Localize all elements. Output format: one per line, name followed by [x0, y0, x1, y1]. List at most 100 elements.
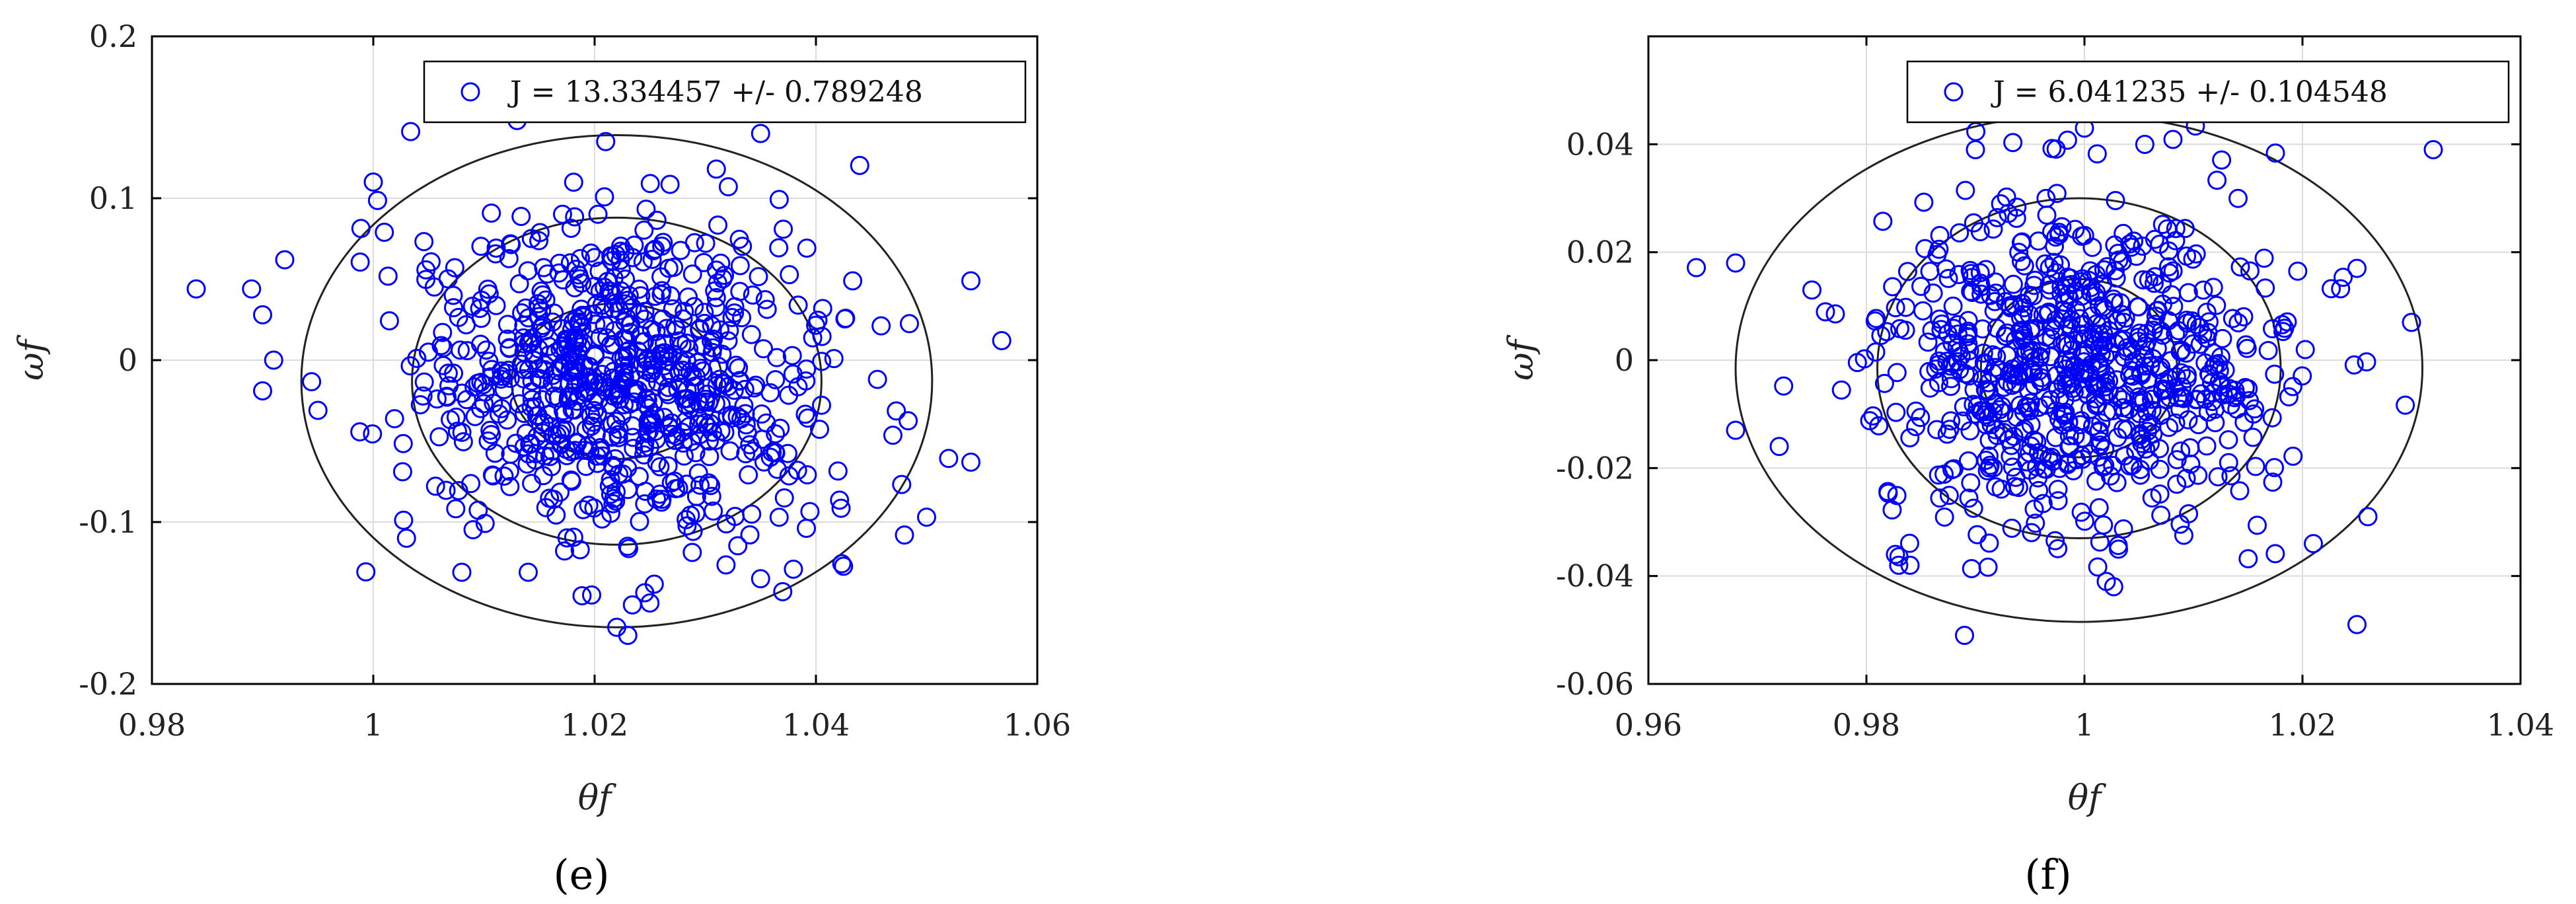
scatter-point	[706, 159, 726, 179]
scatter-point	[2112, 252, 2132, 272]
scatter-point	[1987, 347, 2006, 367]
scatter-point	[2334, 268, 2353, 287]
scatter-point	[471, 237, 491, 256]
scatter-point	[1964, 213, 1983, 233]
scatter-point	[754, 452, 774, 472]
scatter-point	[729, 358, 749, 378]
x-axis-label-e: θf	[578, 778, 616, 818]
scatter-point	[603, 368, 622, 388]
scatter-point	[2089, 354, 2109, 373]
scatter-point	[735, 404, 755, 424]
scatter-point	[2178, 365, 2197, 385]
scatter-point	[2203, 383, 2223, 403]
scatter-point	[443, 298, 463, 318]
scatter-point	[500, 476, 520, 496]
scatter-point	[2005, 476, 2024, 496]
scatter-point	[2262, 408, 2282, 428]
scatter-point	[651, 346, 671, 366]
scatter-point	[606, 491, 626, 511]
scatter-point	[657, 319, 677, 338]
scatter-point	[2090, 532, 2110, 552]
scatter-point	[1896, 297, 1916, 317]
scatter-point	[567, 391, 587, 411]
scatter-point	[1877, 322, 1897, 342]
scatter-point	[2189, 415, 2209, 435]
scatter-point	[542, 457, 562, 476]
scatter-point	[704, 329, 723, 349]
scatter-point	[682, 543, 702, 562]
scatter-point	[546, 505, 566, 525]
scatter-point	[2171, 441, 2191, 461]
scatter-point	[694, 303, 714, 322]
scatter-point	[1866, 309, 1886, 328]
scatter-point	[1882, 500, 1902, 520]
scatter-point	[652, 236, 672, 256]
scatter-point	[711, 395, 731, 414]
scatter-point	[1950, 359, 1969, 379]
scatter-point	[2247, 515, 2267, 535]
scatter-point	[669, 361, 688, 381]
scatter-point	[2207, 295, 2226, 315]
scatter-point	[2186, 244, 2206, 264]
scatter-point	[1900, 555, 1920, 575]
scatter-point	[2045, 531, 2065, 550]
scatter-point	[646, 430, 666, 449]
scatter-point	[677, 380, 697, 400]
scatter-point	[2042, 222, 2061, 242]
scatter-point	[2193, 280, 2213, 300]
scatter-point	[2100, 466, 2120, 486]
scatter-point	[588, 204, 608, 224]
scatter-point	[2223, 309, 2242, 328]
scatter-point	[1937, 424, 1957, 444]
scatter-point	[636, 200, 656, 219]
scatter-point	[552, 319, 572, 338]
scatter-point	[527, 406, 546, 426]
scatter-point	[565, 207, 585, 227]
scatter-point	[555, 541, 575, 561]
scatter-point	[1943, 354, 1963, 373]
x-tick-label: 1	[2075, 707, 2094, 743]
scatter-point	[732, 308, 752, 328]
scatter-point	[832, 554, 852, 574]
scatter-point	[754, 339, 774, 359]
scatter-point	[1774, 376, 1794, 396]
scatter-point	[275, 250, 295, 270]
scatter-point	[2160, 388, 2180, 408]
scatter-point	[803, 328, 823, 348]
scatter-point	[2254, 248, 2274, 268]
scatter-point	[1979, 533, 1999, 553]
scatter-point	[2135, 134, 2154, 154]
scatter-point	[1960, 366, 1979, 386]
scatter-point	[367, 190, 387, 210]
scatter-point	[378, 266, 398, 286]
scatter-point	[2020, 393, 2040, 413]
scatter-point	[2160, 369, 2180, 389]
scatter-point	[2037, 205, 2057, 225]
scatter-point	[2237, 338, 2257, 358]
scatter-point	[2011, 252, 2031, 272]
scatter-point	[2190, 317, 2209, 337]
scatter-point	[452, 562, 472, 582]
scatter-point	[2026, 513, 2045, 533]
scatter-point	[1930, 488, 1950, 508]
x-tick-label: 0.98	[118, 707, 186, 743]
x-tick-label: 1.04	[782, 707, 850, 743]
scatter-point	[780, 265, 799, 285]
scatter-point	[2174, 525, 2193, 545]
scatter-point	[1943, 296, 1963, 316]
legend-box-f	[1906, 60, 2510, 124]
scatter-point	[486, 244, 505, 264]
scatter-point	[1899, 533, 1919, 553]
legend-text-f: J = 6.041235 +/- 0.104548	[1991, 75, 2388, 109]
scatter-point	[1934, 465, 1954, 484]
scatter-point	[688, 463, 708, 483]
scatter-point	[363, 424, 383, 444]
scatter-point	[483, 466, 503, 486]
scatter-point	[2347, 615, 2367, 634]
scatter-point	[2221, 466, 2241, 486]
scatter-point	[2094, 515, 2114, 535]
scatter-point	[2150, 235, 2170, 254]
scatter-point	[457, 390, 476, 410]
scatter-point	[529, 307, 549, 326]
scatter-point	[2019, 381, 2039, 400]
